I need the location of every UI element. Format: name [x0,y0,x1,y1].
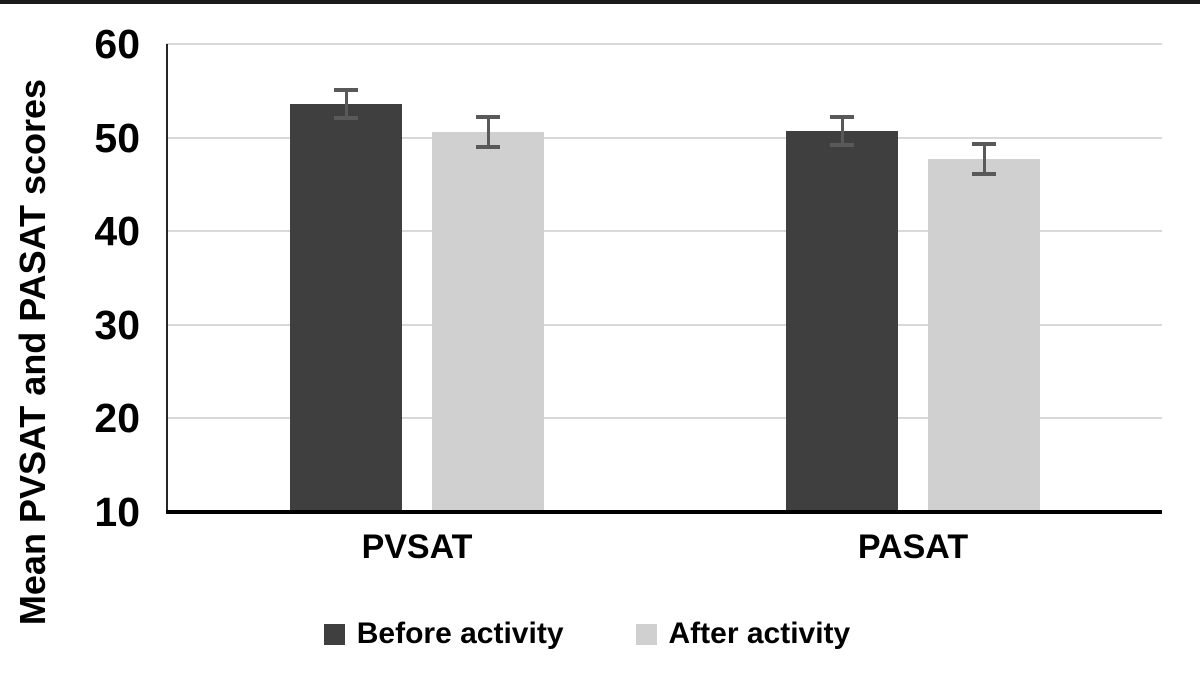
legend-label: Before activity [356,617,564,650]
legend-item-after-activity: After activity [635,617,851,651]
x-category-label-pasat: PASAT [857,528,969,566]
error-bar-bottom-cap [830,143,854,148]
error-bar-top-cap [830,115,854,119]
y-tick-label-20: 20 [94,395,140,442]
error-bar-stem [344,89,348,118]
bar-before-activity-pvsat [290,103,402,512]
gridline-20 [166,417,1162,420]
y-tick-label-30: 30 [94,301,140,348]
error-bar-top-cap [972,142,996,147]
gridline-40 [166,230,1162,233]
legend-swatch [323,623,345,645]
y-tick-label-10: 10 [94,489,140,535]
legend-swatch [635,623,657,645]
gridline-60 [166,43,1162,45]
bar-after-activity-pvsat [432,131,544,512]
y-tick-label-60: 60 [94,21,140,67]
error-bar-bottom-cap [972,172,996,177]
error-bar-bottom-cap [334,115,358,120]
gridline-30 [166,323,1162,326]
bar-before-activity-pasat [786,131,898,512]
x-axis-line [166,510,1162,514]
x-category-label-pvsat: PVSAT [361,528,473,566]
y-axis-line [166,44,168,514]
bar-after-activity-pasat [928,159,1040,512]
top-border-line [0,0,1200,4]
legend-item-before-activity: Before activity [323,617,564,651]
error-bar-stem [840,117,844,146]
error-bar-stem [486,117,490,147]
legend: Before activity After activity [0,612,1200,656]
gridline-50 [166,136,1162,139]
error-bar-stem [982,144,986,175]
y-tick-label-40: 40 [94,208,140,255]
legend-label: After activity [668,617,851,650]
error-bar-bottom-cap [476,144,500,149]
error-bar-top-cap [476,115,500,119]
error-bar-top-cap [334,87,358,92]
y-tick-label-50: 50 [94,114,140,161]
